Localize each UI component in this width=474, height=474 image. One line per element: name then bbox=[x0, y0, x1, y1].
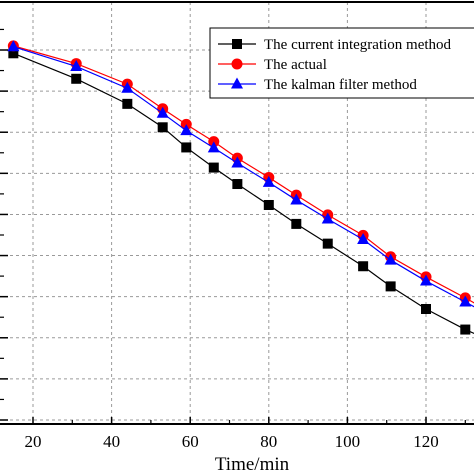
data-point bbox=[180, 124, 193, 136]
data-point bbox=[421, 304, 431, 314]
data-point bbox=[122, 98, 133, 109]
legend-marker bbox=[231, 58, 243, 70]
legend-label: The current integration method bbox=[264, 37, 452, 53]
x-tick-label: 20 bbox=[25, 432, 42, 451]
series-kalman-filter bbox=[7, 40, 474, 308]
data-point bbox=[322, 238, 333, 249]
data-point bbox=[460, 324, 471, 335]
data-point bbox=[420, 274, 432, 286]
data-point bbox=[263, 199, 274, 210]
plot-frame bbox=[0, 1, 474, 425]
data-point bbox=[385, 281, 396, 292]
data-point bbox=[156, 106, 169, 118]
x-tick-label: 80 bbox=[260, 432, 277, 451]
data-point bbox=[71, 73, 82, 84]
series-group bbox=[7, 40, 474, 335]
x-tick-label: 40 bbox=[103, 432, 120, 451]
data-point bbox=[207, 141, 220, 153]
legend-marker bbox=[231, 77, 243, 89]
legend-entry: The current integration method bbox=[218, 37, 452, 53]
legend-marker bbox=[232, 39, 242, 49]
data-point bbox=[181, 142, 192, 153]
legend-entry: The kalman filter method bbox=[218, 77, 417, 93]
legend-box bbox=[209, 27, 474, 99]
axis-ticks bbox=[0, 28, 466, 424]
legend-label: The kalman filter method bbox=[264, 77, 417, 93]
x-tick-label: 120 bbox=[413, 432, 439, 451]
data-point bbox=[232, 179, 243, 190]
legend-entry: The actual bbox=[218, 57, 327, 73]
data-point bbox=[357, 233, 370, 245]
series-current-integration bbox=[8, 48, 474, 335]
data-point bbox=[231, 156, 244, 168]
x-axis-title: Time/min bbox=[215, 454, 290, 474]
data-point bbox=[7, 40, 20, 52]
data-point bbox=[70, 59, 83, 71]
legend: The current integration method The actual… bbox=[209, 27, 474, 99]
legend-label: The actual bbox=[264, 57, 327, 73]
data-point bbox=[8, 48, 19, 59]
data-point bbox=[121, 81, 134, 93]
data-point bbox=[459, 295, 472, 307]
data-point bbox=[290, 193, 303, 205]
x-tick-labels: 20 40 60 80 100 120 bbox=[25, 432, 439, 451]
data-point bbox=[384, 253, 397, 265]
data-point bbox=[208, 162, 219, 173]
data-point bbox=[262, 175, 275, 187]
data-point bbox=[157, 122, 168, 133]
x-tick-label: 100 bbox=[335, 432, 361, 451]
x-tick-label: 60 bbox=[182, 432, 199, 451]
data-point bbox=[321, 212, 334, 224]
data-point bbox=[358, 261, 369, 272]
data-point bbox=[291, 218, 302, 229]
